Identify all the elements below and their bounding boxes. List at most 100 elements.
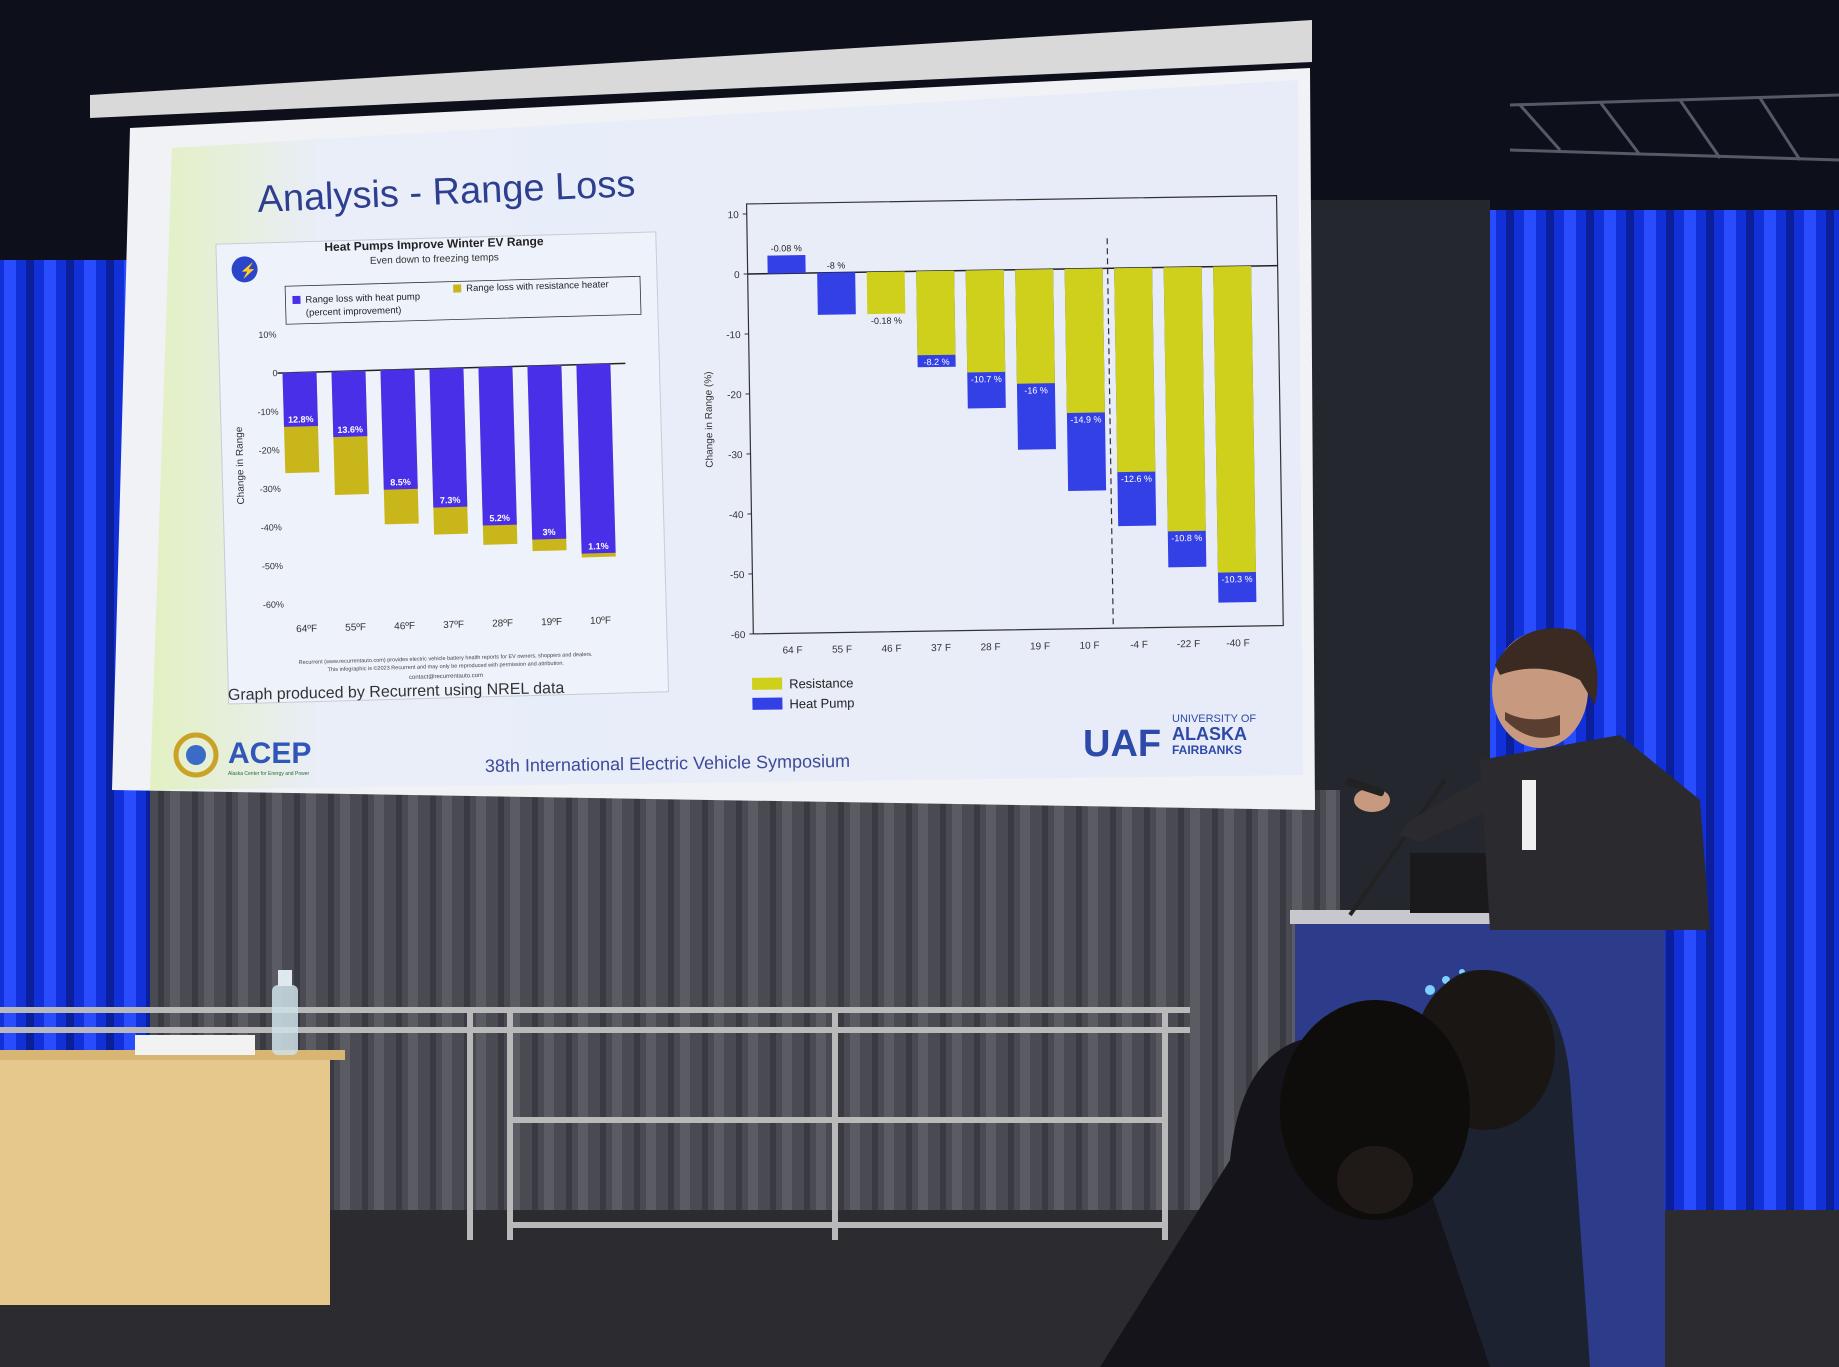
name-card	[135, 1035, 255, 1055]
lightning-icon	[231, 256, 258, 283]
right-bar-resistance	[1015, 269, 1055, 384]
right-x-labels: 64 F 55 F 46 F 37 F 28 F 19 F 10 F -4 F -22 F -40…	[783, 638, 1250, 656]
right-data-label: -12.6 %	[1121, 474, 1152, 484]
right-x-tick: 64 F	[783, 645, 803, 656]
right-ylabel: Change in Range (%)	[703, 371, 716, 467]
right-y-tick: -10	[726, 330, 741, 341]
left-x-labels: 64ºF 55ºF 46ºF 37ºF 28ºF 19ºF 10ºF	[296, 615, 611, 635]
left-data-label: 1.1%	[588, 541, 609, 552]
right-y-tick: -40	[729, 510, 744, 521]
left-legend-swatch-heatpump	[292, 295, 301, 305]
uaf-line-3: FAIRBANKS	[1172, 743, 1242, 757]
right-data-label: -10.7 %	[971, 374, 1002, 384]
clicker-remote	[1345, 777, 1385, 797]
right-x-tick: -22 F	[1177, 639, 1201, 650]
left-chart-subtitle: Even down to freezing temps	[370, 252, 499, 267]
right-data-label: -8 %	[827, 260, 846, 270]
left-bar-heatpump	[576, 363, 616, 554]
fineprint-3: contact@recurrentauto.com	[409, 673, 483, 681]
acep-subtitle: Alaska Center for Energy and Power	[228, 771, 309, 777]
right-data-label: -10.8 %	[1171, 533, 1202, 543]
right-x-tick: -40 F	[1226, 638, 1250, 649]
left-y-tick: 0	[272, 368, 277, 378]
right-x-tick: 46 F	[881, 644, 901, 655]
left-data-label: 7.3%	[440, 495, 461, 506]
right-bar-resistance	[1163, 266, 1206, 532]
right-legend-resistance: Resistance	[789, 675, 854, 691]
uaf-mark: UAF	[1083, 723, 1161, 765]
left-data-label: 5.2%	[489, 513, 510, 524]
grey-curtain	[150, 790, 1340, 1210]
left-y-tick: 10%	[258, 330, 276, 340]
left-x-tick: 19ºF	[541, 617, 562, 629]
right-legend-swatch-heatpump	[752, 697, 783, 710]
left-bars: 12.8% 13.6% 8.5% 7.3% 5.2% 3% 1.1%	[282, 363, 616, 558]
stage-railing	[0, 1007, 1190, 1240]
right-y-tick: 0	[734, 270, 740, 281]
right-data-label: -10.3 %	[1221, 574, 1252, 584]
water-bottle	[272, 970, 298, 1055]
right-plot-frame	[745, 195, 1284, 635]
right-bars: -0.08 % -8 % -0.18 % -8.2 % -10.7 % -16 % -14.…	[767, 243, 1257, 603]
right-bar-resistance	[965, 269, 1006, 373]
right-x-tick: 10 F	[1079, 640, 1099, 651]
microphone	[1348, 778, 1447, 917]
right-x-tick: 28 F	[980, 642, 1000, 653]
left-bar-heatpump	[282, 371, 319, 427]
acep-logo: ACEP Alaska Center for Energy and Power	[173, 732, 311, 778]
right-data-label: -0.08 %	[771, 243, 802, 253]
left-legend-box	[284, 275, 642, 325]
right-bar-resistance	[1114, 267, 1156, 473]
left-legend-heatpump: Range loss with heat pump	[305, 291, 420, 305]
left-data-label: 8.5%	[390, 477, 411, 488]
right-bar-heatpump	[767, 255, 806, 274]
left-bar-heatpump	[380, 369, 418, 490]
left-x-tick: 37ºF	[443, 619, 464, 631]
audience-head-front	[1280, 1000, 1470, 1220]
panel-table	[0, 1055, 330, 1305]
left-legend-heatpump-sub: (percent improvement)	[306, 305, 402, 319]
right-legend-swatch-resistance	[752, 677, 783, 690]
left-x-tick: 55ºF	[345, 622, 366, 634]
right-y-tick: -20	[727, 390, 742, 401]
left-data-label: 13.6%	[337, 424, 363, 435]
right-data-label: -14.9 %	[1070, 414, 1101, 424]
uaf-line-2: ALASKA	[1172, 724, 1247, 744]
left-data-label: 12.8%	[288, 414, 314, 425]
left-y-tick: -60%	[263, 599, 284, 610]
presenter	[1345, 628, 1710, 930]
hair-bun	[1337, 1146, 1413, 1214]
left-bar-heatpump	[478, 366, 517, 526]
right-x-tick: -4 F	[1130, 640, 1148, 651]
freezing-divider	[1106, 238, 1114, 629]
left-chart-panel: ⚡ Heat Pumps Improve Winter EV Range Eve…	[215, 231, 670, 705]
acep-wordmark: ACEP	[228, 737, 311, 770]
right-bar-resistance	[916, 270, 956, 356]
left-ylabel: Change in Range	[234, 426, 247, 505]
right-legend-heatpump: Heat Pump	[789, 695, 854, 711]
right-x-tick: 37 F	[931, 643, 951, 654]
right-data-label: -8.2 %	[923, 357, 949, 367]
left-chart-title: Heat Pumps Improve Winter EV Range	[324, 234, 544, 254]
right-chart-panel: Change in Range (%) 10 0 -10 -20 -30 -40 -50 -6…	[703, 195, 1284, 711]
right-bar-heatpump	[817, 272, 856, 315]
left-y-tick: -20%	[259, 445, 280, 456]
left-legend-resistance: Range loss with resistance heater	[466, 279, 609, 294]
left-y-tick: -30%	[260, 484, 281, 495]
audience	[1100, 970, 1590, 1367]
right-y-tick: -30	[728, 450, 743, 461]
right-bar-resistance	[1064, 268, 1105, 413]
lanyard-badge	[1522, 780, 1536, 850]
left-bar-heatpump	[429, 367, 468, 508]
left-x-tick: 28ºF	[492, 618, 513, 630]
left-x-tick: 46ºF	[394, 621, 415, 633]
right-bar-resistance	[1213, 266, 1256, 573]
uaf-logo: UAF UNIVERSITY OF ALASKA FAIRBANKS	[1083, 713, 1256, 765]
acep-seal-icon	[173, 732, 219, 778]
left-bar-heatpump	[331, 370, 368, 438]
right-y-tick: -50	[730, 570, 745, 581]
left-data-label: 3%	[542, 527, 555, 537]
right-x-tick: 55 F	[832, 644, 852, 655]
lightning-glyph: ⚡	[239, 262, 257, 279]
